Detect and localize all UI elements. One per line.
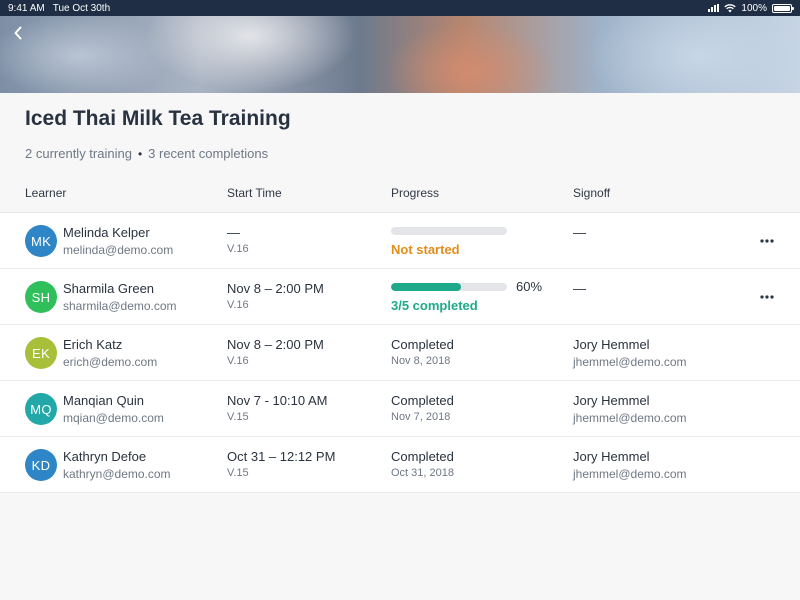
avatar: MK <box>25 225 57 257</box>
cellular-signal-icon <box>708 4 720 12</box>
more-options-button[interactable] <box>757 235 777 247</box>
learner-name: Erich Katz <box>63 337 123 352</box>
learner-name: Kathryn Defoe <box>63 449 147 464</box>
signoff-email: jhemmel@demo.com <box>573 355 687 369</box>
table-row[interactable]: SH Sharmila Green sharmila@demo.com Nov … <box>0 269 800 325</box>
completion-date: Oct 31, 2018 <box>391 467 454 479</box>
signoff-email: jhemmel@demo.com <box>573 411 687 425</box>
start-time: Oct 31 – 12:12 PM <box>227 449 336 464</box>
learners-table: MK Melinda Kelper melinda@demo.com — V.1… <box>0 212 800 493</box>
signoff-name: Jory Hemmel <box>573 337 650 352</box>
learner-name: Manqian Quin <box>63 393 144 408</box>
progress-status: Completed <box>391 449 454 464</box>
battery-percent: 100% <box>741 2 767 14</box>
progress-percent: 60% <box>516 279 543 294</box>
learner-email: sharmila@demo.com <box>63 299 177 313</box>
learner-name: Sharmila Green <box>63 281 155 296</box>
progress-status: Completed <box>391 393 454 408</box>
status-bar: 9:41 AM Tue Oct 30th 100% <box>0 0 800 16</box>
back-button[interactable] <box>8 22 28 44</box>
more-options-button[interactable] <box>757 291 777 303</box>
column-header-start-time: Start Time <box>227 186 282 200</box>
more-horizontal-icon <box>760 295 774 299</box>
progress-bar <box>391 227 507 235</box>
summary-separator: • <box>137 146 143 161</box>
progress-bar <box>391 283 507 291</box>
progress-status: Completed <box>391 337 454 352</box>
start-time: Nov 8 – 2:00 PM <box>227 337 324 352</box>
version: V.16 <box>227 355 249 367</box>
signoff-name: — <box>573 281 586 296</box>
recent-completions-count: 3 recent completions <box>148 146 269 161</box>
completion-date: Nov 8, 2018 <box>391 355 451 367</box>
battery-icon <box>772 3 794 13</box>
signoff-email: jhemmel@demo.com <box>573 467 687 481</box>
avatar: EK <box>25 337 57 369</box>
learner-email: mqian@demo.com <box>63 411 164 425</box>
table-header: Learner Start Time Progress Signoff <box>0 186 800 204</box>
learner-email: erich@demo.com <box>63 355 158 369</box>
signoff-name: Jory Hemmel <box>573 393 650 408</box>
version: V.15 <box>227 411 249 423</box>
version: V.16 <box>227 299 249 311</box>
page-title: Iced Thai Milk Tea Training <box>25 107 291 130</box>
signoff-name: Jory Hemmel <box>573 449 650 464</box>
status-date: Tue Oct 30th <box>52 2 111 14</box>
avatar: SH <box>25 281 57 313</box>
progress-fill <box>391 283 461 291</box>
more-horizontal-icon <box>760 239 774 243</box>
table-row[interactable]: KD Kathryn Defoe kathryn@demo.com Oct 31… <box>0 437 800 493</box>
avatar: KD <box>25 449 57 481</box>
signoff-name: — <box>573 225 586 240</box>
table-row[interactable]: EK Erich Katz erich@demo.com Nov 8 – 2:0… <box>0 325 800 381</box>
table-row[interactable]: MK Melinda Kelper melinda@demo.com — V.1… <box>0 213 800 269</box>
learner-email: melinda@demo.com <box>63 243 174 257</box>
version: V.15 <box>227 467 249 479</box>
wifi-icon <box>724 3 737 12</box>
chevron-left-icon <box>14 26 22 40</box>
training-summary: 2 currently training • 3 recent completi… <box>25 146 268 161</box>
learner-name: Melinda Kelper <box>63 225 150 240</box>
completion-date: Nov 7, 2018 <box>391 411 451 423</box>
currently-training-count: 2 currently training <box>25 146 132 161</box>
version: V.16 <box>227 243 249 255</box>
battery-level <box>774 5 790 11</box>
learner-email: kathryn@demo.com <box>63 467 171 481</box>
table-row[interactable]: MQ Manqian Quin mqian@demo.com Nov 7 - 1… <box>0 381 800 437</box>
start-time: Nov 8 – 2:00 PM <box>227 281 324 296</box>
avatar: MQ <box>25 393 57 425</box>
status-time: 9:41 AM <box>8 2 45 14</box>
start-time: Nov 7 - 10:10 AM <box>227 393 328 408</box>
column-header-signoff: Signoff <box>573 186 611 200</box>
column-header-progress: Progress <box>391 186 440 200</box>
progress-status: 3/5 completed <box>391 298 478 313</box>
start-time: — <box>227 225 240 240</box>
header-banner-image <box>0 16 800 93</box>
progress-status: Not started <box>391 242 460 257</box>
column-header-learner: Learner <box>25 186 67 200</box>
